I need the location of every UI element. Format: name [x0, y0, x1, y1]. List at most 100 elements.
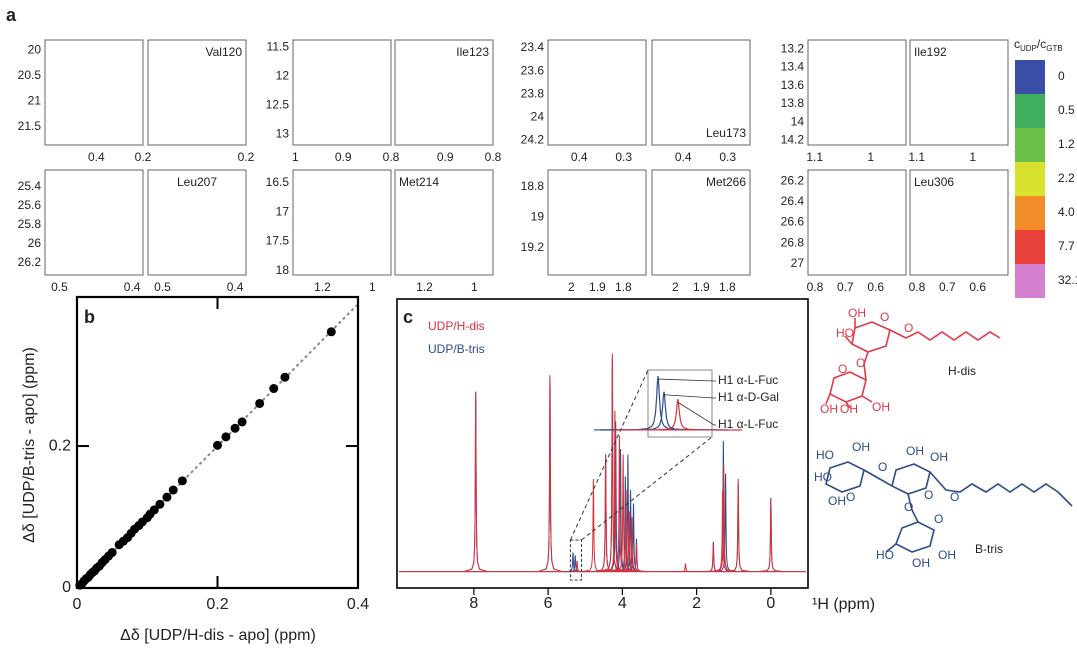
x-tick-label: 0.4 [347, 596, 369, 613]
panel-label: c [403, 307, 413, 327]
atom-label: OH [912, 556, 930, 570]
point [213, 440, 222, 450]
x-tick-label: 0.6 [867, 280, 884, 294]
colorbar-cell [1015, 162, 1045, 196]
residue-name: Val120 [206, 45, 243, 59]
x-axis-label: ¹H (ppm) [812, 596, 875, 613]
x-tick-label: 0.6 [969, 280, 986, 294]
peak [565, 560, 589, 573]
colorbar-cell [1015, 264, 1045, 298]
panel-label: b [84, 307, 95, 327]
x-tick-label: 1.9 [589, 280, 606, 294]
y-tick-label: 26.4 [781, 194, 805, 208]
y-tick-label: 16.5 [266, 175, 290, 189]
peak [711, 489, 734, 573]
x-tick-label: 0.7 [837, 280, 854, 294]
x-tick-label: 1.8 [719, 280, 736, 294]
residue-name: Ile192 [914, 45, 947, 59]
y-tick-label: 12 [276, 69, 290, 83]
x-tick-label: 0.7 [939, 280, 956, 294]
peak [712, 465, 735, 572]
atom-label: O [934, 512, 943, 526]
colorbar-label: 1.2 [1058, 137, 1075, 151]
peak [561, 552, 585, 573]
y-tick-label: 26.8 [781, 235, 805, 249]
atom-label: OH [828, 494, 846, 508]
colorbar-title: cUDP/cGTB [1014, 37, 1063, 53]
atom-label: OH [930, 450, 948, 464]
x-tick-label: 1 [292, 150, 299, 164]
point [107, 548, 117, 558]
peak [674, 563, 697, 573]
x-tick-label: 0.9 [335, 150, 352, 164]
residue-name: Ile123 [456, 45, 489, 59]
atom-label: HO [876, 548, 894, 562]
y-tick-label: 17.5 [266, 234, 290, 248]
atom-label: O [924, 488, 933, 502]
structure-label: B-tris [975, 542, 1003, 556]
x-tick-label: 0.5 [154, 280, 171, 294]
x-tick-label: 0 [766, 595, 775, 612]
panel-frame [651, 169, 751, 276]
panel-frame [292, 169, 392, 276]
panel-frame [807, 169, 907, 276]
x-tick-label: 0.5 [51, 280, 68, 294]
x-tick-label: 0.3 [719, 150, 736, 164]
atom-label: OH [938, 548, 956, 562]
peak [611, 454, 635, 572]
annotation: H1 α-D-Gal [718, 390, 779, 404]
x-tick-label: 1 [471, 280, 478, 294]
panel-frame [147, 39, 247, 146]
x-tick-label: 2 [692, 595, 701, 612]
panel-frame [394, 39, 494, 146]
x-tick-label: 0.4 [675, 150, 692, 164]
point [255, 398, 265, 408]
residue-name: Leu207 [177, 175, 217, 189]
residue-name: Leu306 [914, 175, 954, 189]
y-tick-label: 26.6 [781, 215, 805, 229]
point [237, 417, 247, 427]
x-tick-label: 0.9 [437, 150, 454, 164]
peak [608, 435, 631, 572]
annotation: H1 α-L-Fuc [718, 373, 778, 387]
y-axis-label: Δδ [UDP/B-tris - apo] (ppm) [21, 347, 38, 543]
y-tick-label: 27 [791, 256, 805, 270]
y-tick-label: 25.6 [18, 198, 42, 212]
atom-label: O [880, 310, 889, 324]
atom-label: OH [840, 402, 858, 416]
peak [582, 478, 605, 572]
x-tick-label: 6 [544, 595, 553, 612]
y-tick-label: 13.2 [781, 41, 805, 55]
x-tick-label: 0.2 [238, 150, 255, 164]
colorbar-title-part: c [1014, 37, 1020, 51]
colorbar-cell [1015, 196, 1045, 230]
colorbar-cell [1015, 230, 1045, 264]
colorbar-label: 2.2 [1058, 171, 1075, 185]
y-tick-label: 26 [28, 236, 42, 250]
atom-label: O [838, 362, 847, 376]
peak [625, 544, 648, 573]
colorbar-label: 0 [1058, 69, 1065, 83]
x-axis-label: Δδ [UDP/H-dis - apo] (ppm) [120, 627, 316, 644]
panel-frame [44, 169, 144, 276]
panel-frame [651, 39, 751, 146]
peak [702, 544, 725, 573]
y-tick-label: 21.5 [18, 119, 42, 133]
peak [622, 503, 645, 573]
legend-label: UDP/B-tris [428, 342, 485, 356]
y-tick-label: 19.2 [521, 240, 545, 254]
x-tick-label: 0.4 [571, 150, 588, 164]
atom-label: OH [848, 306, 866, 320]
colorbar-label: 32.1 [1058, 273, 1077, 287]
x-tick-label: 1 [969, 150, 976, 164]
inset-peak [613, 399, 742, 431]
plot-frame [396, 298, 809, 589]
residue-name: Met266 [706, 175, 746, 189]
panel-frame [147, 169, 247, 276]
atom-label: O [846, 490, 855, 504]
h-dis-structure [825, 318, 1001, 409]
annotation-line [663, 394, 716, 399]
y-tick-label: 18 [276, 263, 290, 277]
x-tick-label: 1.2 [314, 280, 331, 294]
y-tick-label: 25.8 [18, 217, 42, 231]
